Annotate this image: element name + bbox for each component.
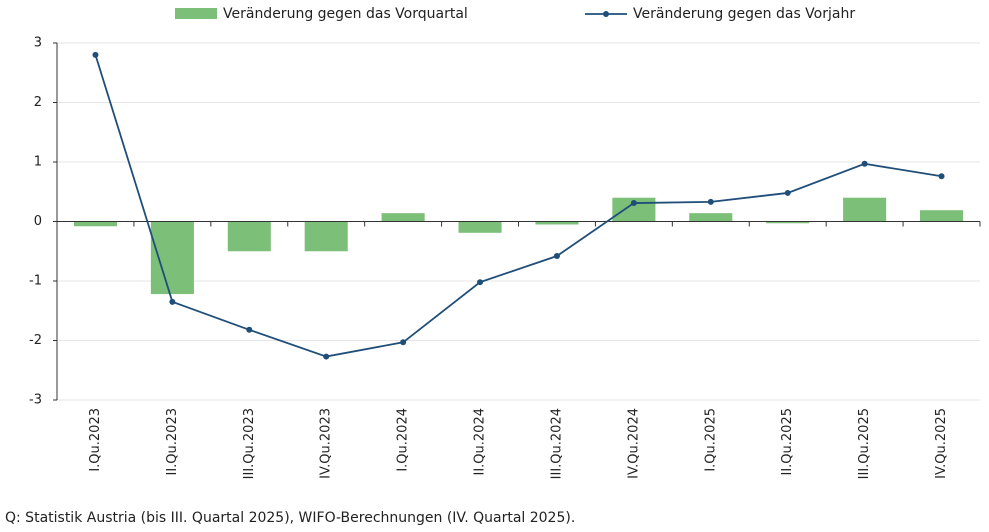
bar — [766, 221, 810, 224]
x-tick-label: I.Qu.2025 — [703, 408, 718, 472]
line-marker — [861, 160, 868, 167]
x-tick-label: I.Qu.2024 — [396, 408, 411, 472]
y-tick-label: -3 — [29, 393, 42, 408]
x-tick-label: I.Qu.2023 — [88, 408, 103, 472]
y-tick-label: 3 — [34, 36, 42, 51]
bar — [843, 197, 887, 222]
y-tick-label: 1 — [34, 155, 42, 170]
line-marker — [477, 279, 484, 286]
x-tick-label: II.Qu.2024 — [473, 408, 488, 476]
bar — [73, 221, 117, 227]
line-marker — [169, 298, 176, 305]
legend-label: Veränderung gegen das Vorquartal — [223, 6, 468, 22]
x-tick-label: IV.Qu.2024 — [626, 408, 641, 479]
bar — [689, 213, 733, 222]
y-tick-label: -1 — [29, 274, 42, 289]
legend-swatch — [603, 11, 609, 17]
legend-label: Veränderung gegen das Vorjahr — [633, 6, 855, 22]
y-tick-label: 0 — [34, 214, 42, 229]
x-tick-label: III.Qu.2025 — [857, 408, 872, 479]
x-tick-label: II.Qu.2025 — [780, 408, 795, 476]
line-marker — [784, 189, 791, 196]
bar — [535, 221, 579, 225]
line — [94, 54, 942, 358]
bar — [920, 210, 964, 222]
legend-swatch — [175, 8, 217, 19]
x-tick-label: III.Qu.2024 — [549, 408, 564, 479]
x-tick-label: III.Qu.2023 — [242, 408, 257, 479]
line-marker — [553, 253, 560, 260]
y-tick-label: 2 — [34, 95, 42, 110]
x-tick-label: II.Qu.2023 — [165, 408, 180, 476]
source-note: Q: Statistik Austria (bis III. Quartal 2… — [5, 510, 575, 526]
x-tick-label: IV.Qu.2025 — [934, 408, 949, 479]
line-marker — [246, 326, 253, 333]
y-tick-label: -2 — [29, 333, 42, 348]
line-marker — [707, 198, 714, 205]
line-marker — [92, 51, 99, 58]
bar — [150, 221, 194, 295]
x-tick-label: IV.Qu.2023 — [319, 408, 334, 479]
bar — [458, 221, 502, 233]
bar — [381, 213, 425, 222]
line-marker — [400, 339, 407, 346]
line-marker — [938, 173, 945, 180]
line-marker — [630, 200, 637, 207]
bar — [304, 221, 348, 252]
line-marker — [323, 353, 330, 360]
bar — [227, 221, 271, 252]
